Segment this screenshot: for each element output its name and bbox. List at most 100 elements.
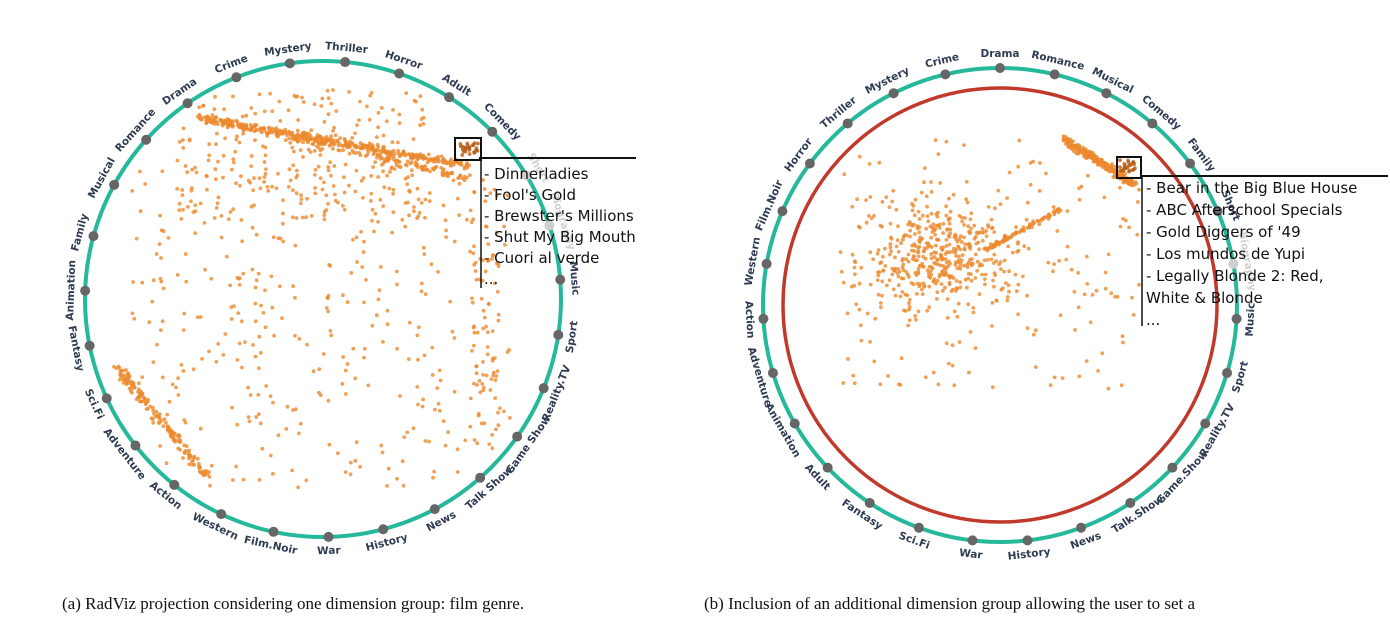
anchor-label[interactable]: History: [365, 532, 410, 555]
data-point: [944, 204, 948, 209]
anchor-label[interactable]: Mystery: [863, 65, 911, 97]
anchor-dot[interactable]: [109, 179, 120, 190]
anchor-label[interactable]: Music: [567, 261, 582, 296]
anchor-dot[interactable]: [777, 206, 788, 217]
anchor-label[interactable]: Thriller: [325, 40, 370, 56]
anchor-label[interactable]: Comedy: [1139, 93, 1183, 133]
anchor-dot[interactable]: [182, 98, 193, 109]
anchor-dot[interactable]: [101, 393, 112, 404]
anchor-label[interactable]: Film.Noir: [753, 178, 786, 233]
anchor-label[interactable]: Family: [1185, 136, 1218, 174]
anchor-dot[interactable]: [80, 285, 91, 296]
anchor-label[interactable]: War: [317, 545, 342, 558]
anchor-label[interactable]: History: [1007, 546, 1051, 563]
data-point: [911, 282, 916, 287]
anchor-label[interactable]: Sci.Fi: [897, 530, 931, 552]
anchor-label[interactable]: Sport: [564, 320, 581, 354]
anchor-dot[interactable]: [141, 134, 152, 145]
anchor-dot[interactable]: [378, 524, 389, 535]
anchor-dot[interactable]: [88, 231, 99, 242]
anchor-label[interactable]: Family: [69, 212, 91, 253]
data-point: [855, 197, 859, 202]
anchor-dot[interactable]: [216, 509, 227, 520]
anchor-dot[interactable]: [1228, 258, 1239, 269]
anchor-dot[interactable]: [967, 535, 978, 546]
anchor-dot[interactable]: [1101, 88, 1112, 99]
anchor-dot[interactable]: [553, 329, 564, 340]
anchor-dot[interactable]: [940, 69, 951, 80]
anchor-dot[interactable]: [1147, 118, 1158, 129]
data-point: [965, 262, 969, 267]
anchor-label[interactable]: Comedy: [481, 101, 523, 143]
anchor-dot[interactable]: [538, 383, 549, 394]
anchor-dot[interactable]: [268, 526, 279, 537]
anchor-dot[interactable]: [1212, 206, 1223, 217]
anchor-label[interactable]: Crime: [924, 51, 960, 71]
anchor-label[interactable]: Sport: [1230, 360, 1251, 395]
anchor-dot[interactable]: [1185, 158, 1196, 169]
anchor-dot[interactable]: [995, 63, 1005, 73]
anchor-label[interactable]: Animation: [64, 260, 78, 321]
anchor-label[interactable]: Fantasy: [839, 497, 884, 533]
anchor-dot[interactable]: [555, 274, 566, 285]
anchor-label[interactable]: Musical: [1090, 65, 1135, 96]
data-point: [231, 123, 235, 128]
anchor-dot[interactable]: [475, 472, 486, 483]
anchor-dot[interactable]: [84, 340, 95, 351]
anchor-dot[interactable]: [842, 118, 853, 129]
anchor-dot[interactable]: [487, 126, 498, 137]
anchor-dot[interactable]: [340, 57, 351, 68]
anchor-dot[interactable]: [394, 68, 405, 79]
anchor-dot[interactable]: [323, 531, 334, 542]
data-point: [116, 364, 121, 369]
anchor-label[interactable]: Mystery: [263, 40, 312, 59]
anchor-dot[interactable]: [1076, 522, 1087, 533]
anchor-dot[interactable]: [544, 220, 555, 231]
data-point: [376, 220, 380, 224]
anchor-label[interactable]: Western: [743, 236, 763, 287]
anchor-dot[interactable]: [1231, 313, 1242, 324]
anchor-label[interactable]: News: [1069, 530, 1103, 552]
anchor-dot[interactable]: [1222, 367, 1233, 378]
anchor-label[interactable]: Drama: [980, 48, 1019, 60]
anchor-label[interactable]: Thriller: [818, 94, 859, 131]
anchor-dot[interactable]: [789, 418, 800, 429]
anchor-dot[interactable]: [1200, 418, 1211, 429]
anchor-dot[interactable]: [1022, 535, 1033, 546]
anchor-label[interactable]: War: [958, 547, 984, 562]
anchor-label[interactable]: Drama: [160, 76, 199, 108]
anchor-label[interactable]: Music: [1244, 302, 1258, 337]
anchor-dot[interactable]: [284, 58, 295, 69]
anchor-dot[interactable]: [761, 258, 772, 269]
anchor-dot[interactable]: [1125, 498, 1136, 509]
brush-selection[interactable]: [454, 137, 482, 161]
anchor-dot[interactable]: [429, 504, 440, 515]
anchor-dot[interactable]: [521, 170, 532, 181]
anchor-dot[interactable]: [231, 72, 242, 83]
data-point: [327, 442, 332, 447]
data-point: [934, 297, 939, 301]
brush-selection[interactable]: [1116, 156, 1142, 179]
anchor-dot[interactable]: [169, 479, 180, 490]
anchor-label[interactable]: Romance: [113, 106, 158, 154]
data-point: [239, 174, 243, 179]
anchor-dot[interactable]: [512, 431, 523, 442]
anchor-dot[interactable]: [913, 522, 924, 533]
anchor-dot[interactable]: [804, 158, 815, 169]
anchor-label[interactable]: Film.Noir: [243, 534, 299, 557]
anchor-dot[interactable]: [130, 440, 141, 451]
anchor-dot[interactable]: [864, 498, 875, 509]
anchor-dot[interactable]: [758, 313, 769, 324]
anchor-dot[interactable]: [888, 88, 899, 99]
anchor-label[interactable]: Western: [190, 511, 240, 543]
anchor-label[interactable]: Musical: [86, 156, 118, 201]
anchor-dot[interactable]: [767, 367, 778, 378]
anchor-label[interactable]: Action: [742, 300, 756, 338]
anchor-dot[interactable]: [822, 462, 833, 473]
anchor-dot[interactable]: [1049, 69, 1060, 80]
data-point: [326, 168, 331, 173]
anchor-label[interactable]: Fantasy: [65, 325, 86, 373]
data-point: [160, 319, 165, 324]
anchor-dot[interactable]: [444, 92, 455, 103]
anchor-dot[interactable]: [1167, 462, 1178, 473]
